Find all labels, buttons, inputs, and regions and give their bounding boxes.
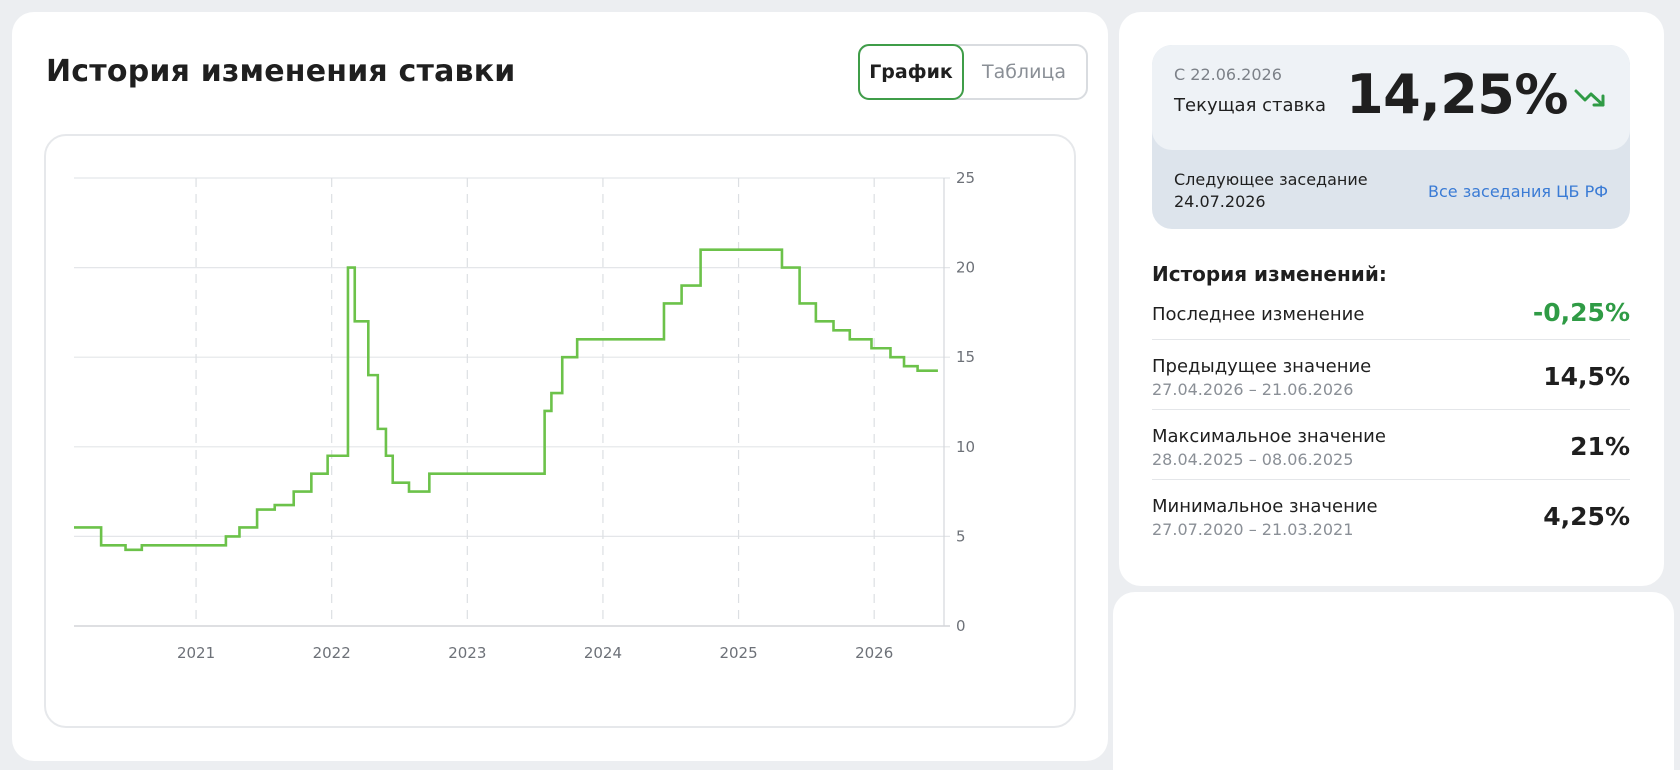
history-title: История изменений: xyxy=(1152,262,1387,286)
rate-since-date: С 22.06.2026 xyxy=(1174,65,1282,84)
x-tick-label: 2026 xyxy=(855,644,893,662)
tab-chart[interactable]: График xyxy=(858,44,964,100)
current-rate-box: С 22.06.2026 Текущая ставка 14,25% Следу… xyxy=(1152,45,1630,229)
y-tick-label: 0 xyxy=(956,617,966,635)
history-row-value: -0,25% xyxy=(1532,298,1630,327)
rate-series-line xyxy=(74,248,938,552)
history-row-period: 28.04.2025 – 08.06.2025 xyxy=(1152,450,1354,469)
y-tick-label: 10 xyxy=(956,438,975,456)
y-tick-label: 20 xyxy=(956,259,975,277)
next-meeting: Следующее заседание 24.07.2026 xyxy=(1174,169,1368,213)
history-row-period: 27.04.2026 – 21.06.2026 xyxy=(1152,380,1354,399)
history-row-min: Минимальное значение 27.07.2020 – 21.03.… xyxy=(1152,480,1630,550)
history-row-value: 4,25% xyxy=(1543,502,1630,531)
y-tick-label: 25 xyxy=(956,169,975,187)
x-tick-label: 2022 xyxy=(313,644,351,662)
current-rate-label: Текущая ставка xyxy=(1174,95,1327,116)
x-tick-label: 2024 xyxy=(584,644,622,662)
y-tick-label: 15 xyxy=(956,348,975,366)
y-tick-label: 5 xyxy=(956,527,966,545)
current-rate-header: С 22.06.2026 Текущая ставка 14,25% xyxy=(1152,45,1630,150)
history-row-last-change: Последнее изменение -0,25% xyxy=(1152,288,1630,340)
history-row-label: Последнее изменение xyxy=(1152,304,1365,325)
history-row-label: Предыдущее значение xyxy=(1152,356,1372,377)
history-row-previous: Предыдущее значение 27.04.2026 – 21.06.2… xyxy=(1152,340,1630,410)
x-tick-label: 2023 xyxy=(448,644,486,662)
chart-container: 0 5 10 15 20 25 2021 2022 2023 2024 2025 2026 xyxy=(44,134,1076,728)
history-row-value: 14,5% xyxy=(1543,362,1630,391)
history-row-label: Максимальное значение xyxy=(1152,426,1386,447)
history-row-max: Максимальное значение 28.04.2025 – 08.06… xyxy=(1152,410,1630,480)
history-row-value: 21% xyxy=(1570,432,1630,461)
current-rate-value: 14,25% xyxy=(1346,63,1568,126)
view-toggle: График Таблица xyxy=(858,44,1088,100)
next-meeting-date: 24.07.2026 xyxy=(1174,192,1266,211)
x-tick-label: 2021 xyxy=(177,644,215,662)
next-meeting-label: Следующее заседание xyxy=(1174,170,1368,189)
page-title: История изменения ставки xyxy=(46,54,516,89)
current-rate-card: С 22.06.2026 Текущая ставка 14,25% Следу… xyxy=(1119,12,1664,586)
empty-card xyxy=(1113,592,1674,770)
all-meetings-link[interactable]: Все заседания ЦБ РФ xyxy=(1428,182,1608,201)
history-row-period: 27.07.2020 – 21.03.2021 xyxy=(1152,520,1354,539)
rate-history-card: История изменения ставки График Таблица … xyxy=(12,12,1108,761)
trend-down-icon xyxy=(1574,89,1605,107)
tab-table[interactable]: Таблица xyxy=(981,61,1067,83)
x-tick-label: 2025 xyxy=(719,644,757,662)
history-row-label: Минимальное значение xyxy=(1152,496,1378,517)
